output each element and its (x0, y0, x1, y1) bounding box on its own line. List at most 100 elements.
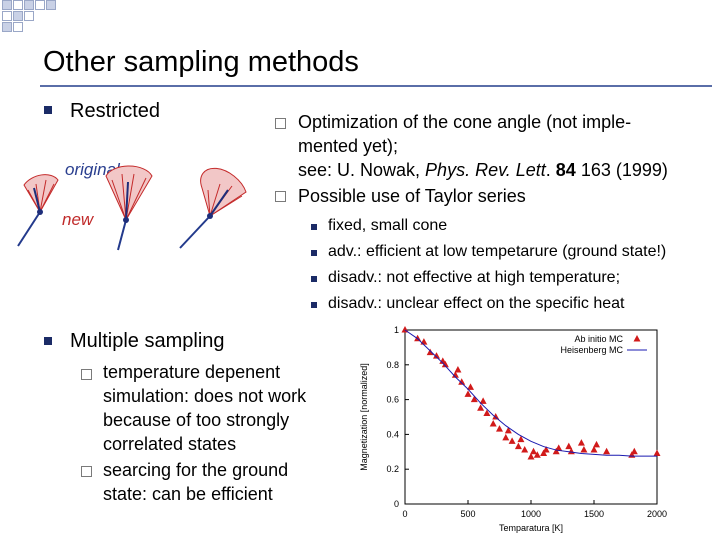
sub-bullet-icon (311, 276, 317, 282)
data-point (479, 397, 487, 404)
x-tick-label: 1500 (584, 509, 604, 519)
data-point (464, 390, 472, 397)
item-text: correlated states (103, 434, 237, 454)
restricted-heading: Restricted (70, 100, 161, 122)
original-spin-arrow (33, 187, 41, 213)
item-text: searcing for the ground (103, 460, 289, 480)
right-spin-arrow (209, 189, 229, 217)
data-point (630, 447, 638, 455)
data-point (590, 446, 598, 453)
ref-prefix: see: U. Nowak, (298, 160, 426, 180)
checkbox-icon (275, 118, 286, 129)
data-point (593, 440, 601, 448)
legend-label: Heisenberg MC (560, 345, 623, 355)
sub-bullet-icon (311, 250, 317, 256)
data-point (580, 446, 588, 453)
data-point (467, 383, 475, 390)
item-text: Optimization of the cone angle (not impl… (298, 112, 632, 132)
data-point (489, 419, 497, 427)
data-point (552, 447, 560, 455)
bullet-icon (44, 106, 52, 114)
page-title: Other sampling methods (43, 46, 359, 78)
item-text: temperature depenent (103, 362, 281, 382)
data-point (477, 404, 485, 411)
data-point (426, 348, 434, 356)
data-point (653, 449, 661, 457)
data-point (527, 453, 535, 460)
sub-item: disadv.: unclear effect on the specific … (328, 295, 625, 312)
original-cone (23, 174, 59, 213)
sub-item: disadv.: not effective at high temperatu… (328, 269, 621, 286)
data-point (504, 426, 512, 434)
y-tick-label: 0.4 (386, 429, 399, 439)
data-point (454, 366, 462, 373)
x-tick-label: 2000 (647, 509, 667, 519)
checkbox-icon (81, 369, 92, 380)
y-tick-label: 0.8 (386, 360, 399, 370)
data-point (555, 444, 563, 451)
data-point (458, 378, 466, 385)
data-point (514, 442, 522, 450)
ref-volume: 84 (555, 160, 576, 180)
y-tick-label: 1 (394, 325, 399, 335)
data-point (521, 446, 529, 453)
label-new: new (62, 210, 95, 229)
x-axis-label: Temparatura [K] (499, 523, 563, 533)
legend-label: Ab initio MC (574, 334, 623, 344)
data-point (496, 425, 503, 432)
item-text: simulation: does not work (103, 386, 307, 406)
middle-spin-arrow (125, 181, 129, 221)
sub-item: adv.: efficient at low tempetarure (grou… (328, 243, 667, 260)
data-point (533, 451, 541, 458)
checkbox-icon (275, 191, 286, 202)
data-point (420, 338, 428, 345)
right-cone (200, 167, 247, 217)
data-point (414, 334, 422, 342)
item-text: mented yet); (298, 136, 399, 156)
data-point (603, 447, 611, 455)
y-tick-label: 0.2 (386, 464, 399, 474)
legend-marker (633, 335, 641, 342)
restricted-item-1: Optimization of the cone angle (not impl… (298, 110, 668, 182)
data-point (439, 357, 447, 364)
series-line-heisenberg (404, 329, 657, 457)
data-point (565, 442, 573, 450)
cone-sampling-figure: original new (17, 160, 247, 251)
data-point (542, 446, 550, 453)
data-point (433, 352, 440, 359)
data-point (492, 413, 500, 420)
middle-cone (105, 165, 153, 222)
title-divider (40, 85, 712, 87)
data-point (508, 437, 516, 444)
ref-journal: Phys. Rev. Lett (425, 160, 546, 180)
multiple-item-2: searcing for the ground state: can be ef… (103, 458, 288, 506)
ref-dot: . (545, 160, 556, 180)
y-tick-label: 0 (394, 499, 399, 509)
data-point (502, 433, 510, 441)
data-point (483, 409, 491, 417)
reference-line: see: U. Nowak, Phys. Rev. Lett. 84 163 (… (298, 158, 668, 182)
checkbox-icon (81, 466, 92, 477)
x-tick-label: 1000 (521, 509, 541, 519)
restricted-item-2: Possible use of Taylor series (298, 186, 526, 206)
data-point (470, 395, 478, 403)
y-tick-label: 0.6 (386, 395, 399, 405)
ref-rest: 163 (1999) (575, 160, 668, 180)
sub-item: fixed, small cone (328, 217, 448, 234)
original-spin-line (17, 211, 41, 247)
item-text: because of too strongly (103, 410, 290, 430)
sub-bullet-icon (311, 302, 317, 308)
sub-bullet-icon (311, 224, 317, 230)
data-point (577, 439, 585, 446)
data-point (517, 435, 525, 443)
bullet-icon (44, 337, 52, 345)
item-text: state: can be efficient (103, 484, 273, 504)
multiple-heading: Multiple sampling (70, 330, 225, 352)
data-point (540, 449, 548, 457)
data-point (451, 371, 459, 378)
plot-frame (404, 329, 658, 505)
x-tick-label: 500 (460, 509, 475, 519)
multiple-item-1: temperature depenent simulation: does no… (103, 360, 306, 456)
data-point (530, 447, 538, 455)
magnetization-chart: 0 500 1000 1500 2000 0 0.2 0.4 0.6 0.8 1 Temparatur… (359, 325, 667, 533)
